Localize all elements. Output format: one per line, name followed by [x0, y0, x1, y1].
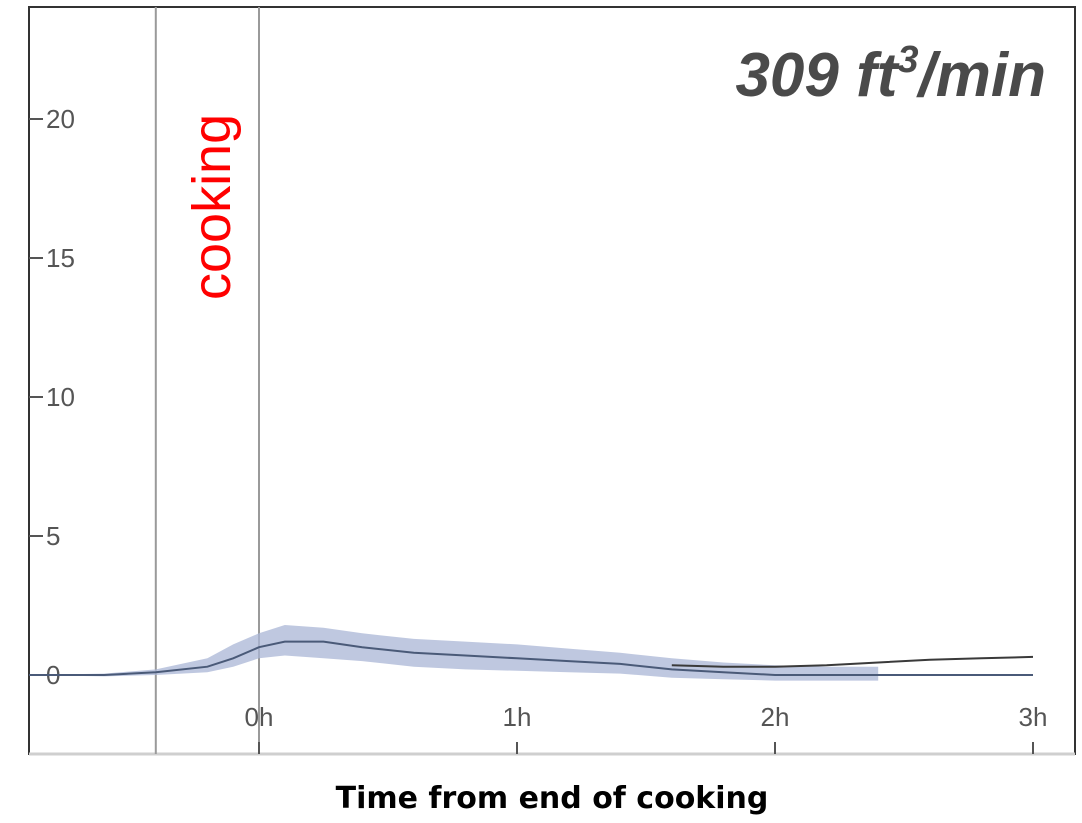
x-axis-ticks: [258, 742, 1034, 754]
x-tick-label: 0h: [245, 702, 274, 732]
plot-frame: [28, 6, 1076, 755]
series-confidence-band: [29, 625, 879, 681]
series-line-upper-branch: [671, 655, 1034, 668]
series-line-mean: [29, 640, 1033, 676]
y-tick-label: 5: [46, 521, 60, 551]
y-tick-label: 20: [46, 104, 75, 134]
cooking-annotation: cooking: [182, 114, 242, 300]
x-tick-label: 2h: [761, 702, 790, 732]
x-tick-label: 1h: [503, 702, 532, 732]
x-axis-tick-labels: 0h 1h 2h 3h: [245, 702, 1048, 732]
y-tick-label: 10: [46, 382, 75, 412]
y-axis-ticks: [29, 118, 43, 676]
x-tick-label: 3h: [1019, 702, 1048, 732]
x-axis-label: Time from end of cooking: [336, 781, 769, 816]
y-tick-label: 15: [46, 243, 75, 273]
flow-rate-annotation: 309 ft3/min: [735, 39, 1046, 110]
